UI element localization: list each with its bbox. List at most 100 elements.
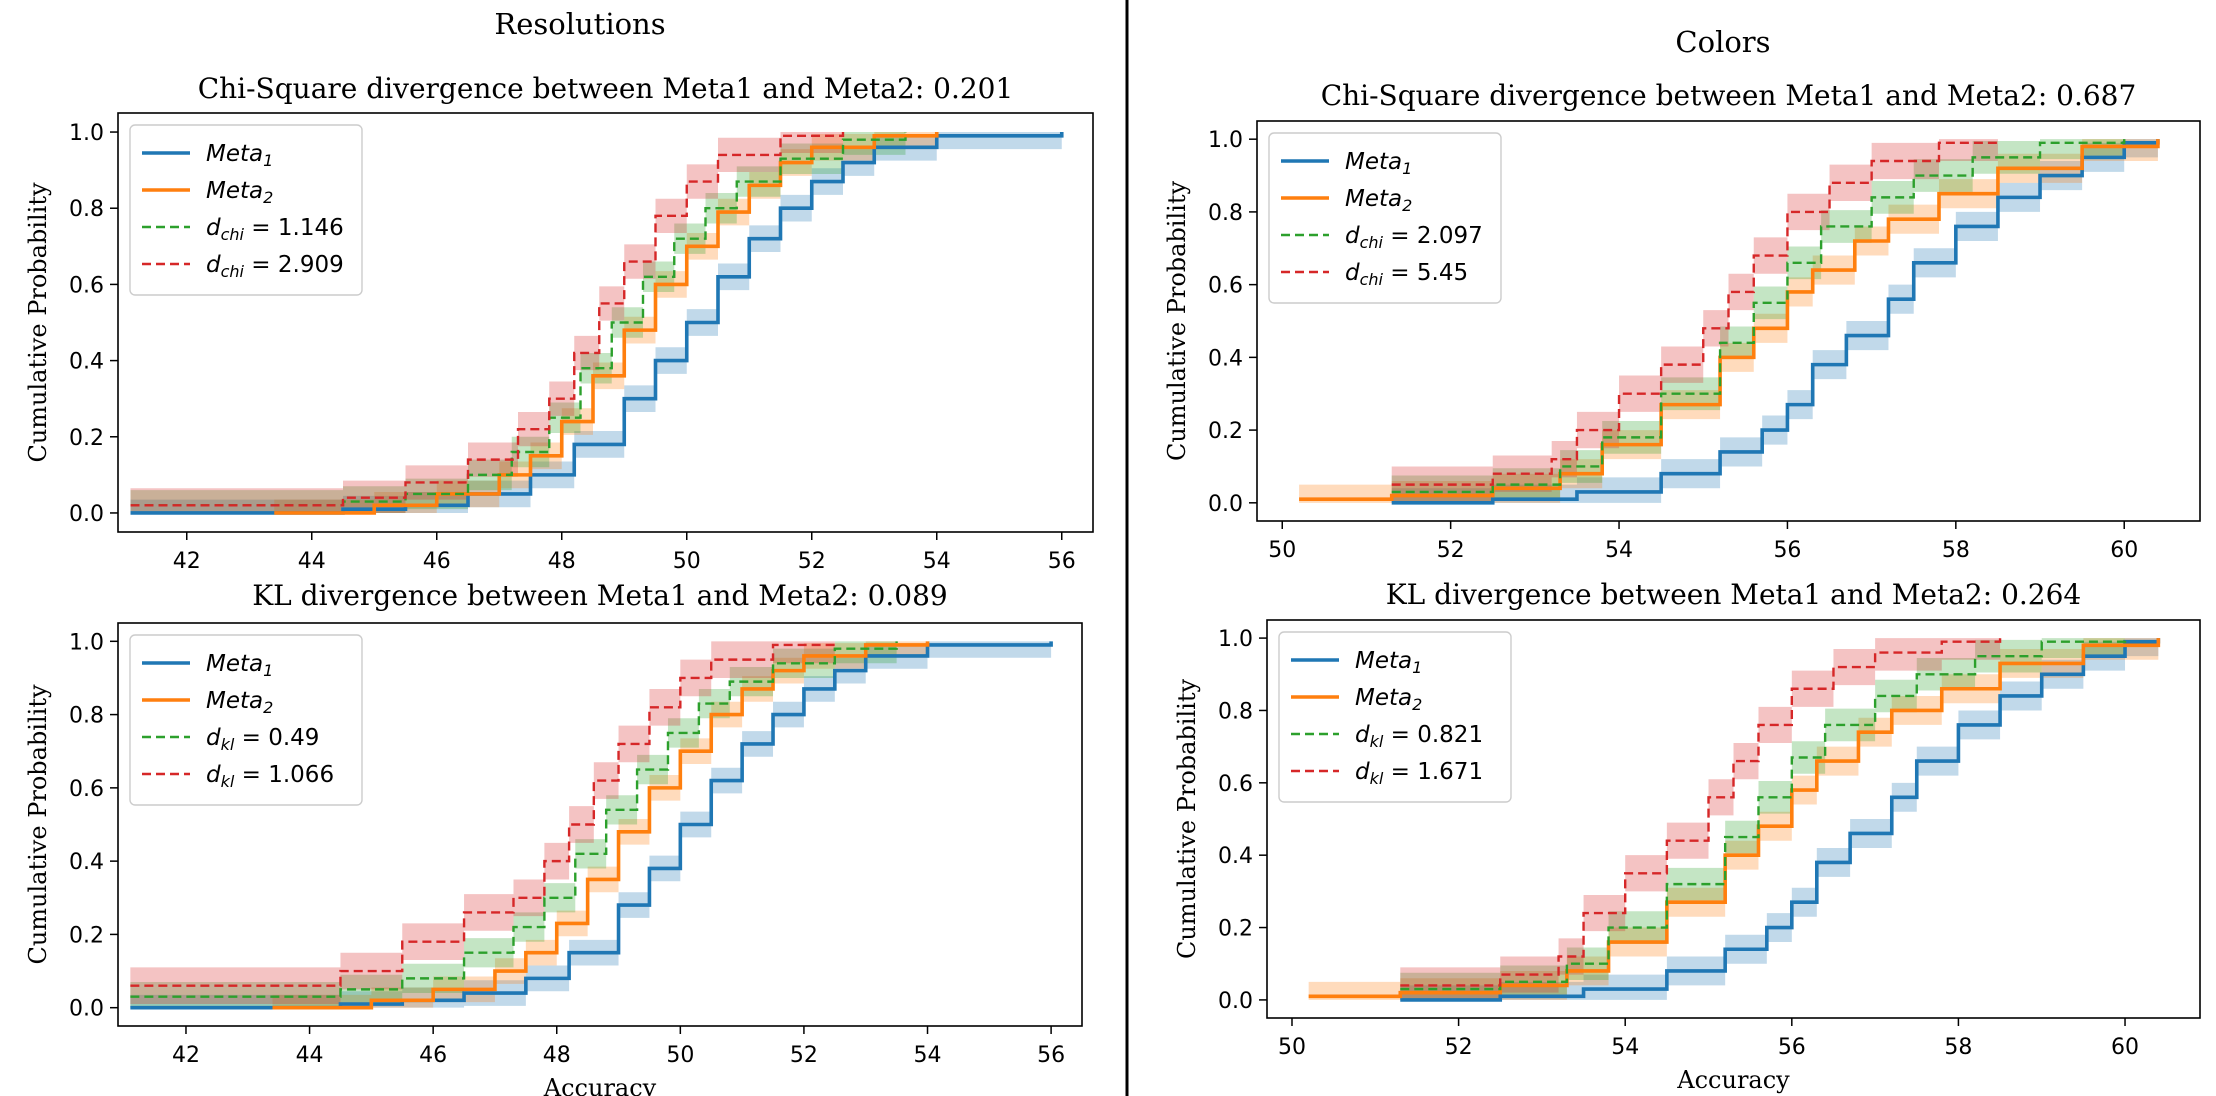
y-tick-label: 0.8 <box>69 197 104 222</box>
x-tick-label: 44 <box>296 1043 324 1068</box>
x-tick-label: 60 <box>2111 1035 2139 1060</box>
series-line-3 <box>1400 638 2127 991</box>
series-band-3 <box>130 641 897 1008</box>
chart-res-kl: KL divergence between Meta1 and Meta2: 0… <box>24 579 1083 1096</box>
series-line-2 <box>1308 638 2161 999</box>
x-axis-label: Accuracy <box>1676 1066 1790 1094</box>
y-tick-label: 1.0 <box>1218 627 1253 652</box>
legend-subscript: 2 <box>263 698 273 717</box>
legend-label-4: dkl = 1.671 <box>1355 759 1483 788</box>
legend-label-4: dkl = 1.066 <box>206 762 334 791</box>
x-tick-label: 48 <box>543 1043 571 1068</box>
x-tick-label: 54 <box>1605 538 1633 563</box>
series-band-3 <box>130 132 906 513</box>
x-tick-label: 56 <box>1778 1035 1806 1060</box>
x-tick-label: 54 <box>923 549 951 574</box>
legend-value: 0.821 <box>1417 722 1483 748</box>
x-tick-label: 56 <box>1773 538 1801 563</box>
legend-value: 1.146 <box>278 215 344 241</box>
y-tick-label: 0.0 <box>1208 492 1243 517</box>
chart-title: KL divergence between Meta1 and Meta2: 0… <box>1386 578 2081 611</box>
axes-frame <box>117 112 1094 533</box>
y-tick-label: 0.8 <box>1208 201 1243 226</box>
y-tick-label: 0.8 <box>1218 699 1253 724</box>
plot-area <box>1299 139 2160 505</box>
x-tick-label: 50 <box>1268 538 1296 563</box>
panel-heading-colors: Colors <box>1675 25 1770 59</box>
legend-name: d <box>1355 722 1370 748</box>
legend-name: d <box>206 215 221 241</box>
legend-equals: = <box>234 725 268 751</box>
y-tick-label: 0.8 <box>69 704 104 729</box>
legend-name: d <box>1345 260 1360 286</box>
x-tick-label: 48 <box>548 549 576 574</box>
y-tick-label: 0.2 <box>1218 917 1253 942</box>
legend-equals: = <box>1383 260 1417 286</box>
legend-subscript: chi <box>221 225 245 244</box>
legend-label-3: dkl = 0.821 <box>1355 722 1483 751</box>
y-tick-label: 0.4 <box>1208 346 1243 371</box>
legend-value: 1.066 <box>268 762 334 788</box>
legend-name: Meta <box>1345 149 1402 175</box>
series-line-3 <box>130 641 898 998</box>
plot-area <box>130 641 1053 1010</box>
x-tick-label: 46 <box>419 1043 447 1068</box>
legend-name: d <box>206 252 221 278</box>
legend-equals: = <box>244 252 278 278</box>
legend-subscript: 1 <box>263 661 273 680</box>
legend-label-2: Meta2 <box>1355 685 1422 714</box>
axes-frame <box>1266 619 2201 1019</box>
legend-name: Meta <box>1345 186 1402 212</box>
series-line-4 <box>1391 139 2000 486</box>
x-tick-label: 50 <box>1278 1035 1306 1060</box>
legend-equals: = <box>234 762 268 788</box>
legend-label-4: dchi = 5.45 <box>1345 260 1468 289</box>
series-line-1 <box>1391 139 2160 505</box>
series-line-1 <box>1400 638 2161 1002</box>
series-line-2 <box>272 641 930 1010</box>
legend-equals: = <box>1383 223 1417 249</box>
y-tick-label: 0.4 <box>69 350 104 375</box>
series-band-1 <box>1391 139 2158 503</box>
y-tick-label: 0.2 <box>69 426 104 451</box>
y-tick-label: 0.6 <box>69 777 104 802</box>
x-tick-label: 52 <box>790 1043 818 1068</box>
y-tick-label: 0.0 <box>69 997 104 1022</box>
series-band-4 <box>130 641 835 1005</box>
axes-frame <box>1256 120 2201 522</box>
legend-label-1: Meta1 <box>1355 648 1422 677</box>
series-line-2 <box>274 132 939 515</box>
legend-name: Meta <box>206 178 263 204</box>
y-tick-label: 0.0 <box>69 502 104 527</box>
legend-value: 1.671 <box>1417 759 1483 785</box>
legend-subscript: kl <box>1370 769 1384 788</box>
legend-equals: = <box>1383 722 1417 748</box>
chart-col-chi: Chi-Square divergence between Meta1 and … <box>1163 79 2201 563</box>
legend-box <box>1268 132 1502 304</box>
x-tick-label: 52 <box>798 549 826 574</box>
legend-box <box>129 634 363 806</box>
y-tick-label: 0.2 <box>69 923 104 948</box>
legend-subscript: 2 <box>1412 695 1422 714</box>
legend-subscript: kl <box>1370 732 1384 751</box>
x-tick-label: 56 <box>1048 549 1076 574</box>
chart-title: Chi-Square divergence between Meta1 and … <box>1321 79 2137 112</box>
chart-res-chi: Chi-Square divergence between Meta1 and … <box>24 72 1094 574</box>
y-tick-label: 0.2 <box>1208 419 1243 444</box>
legend-value: 0.49 <box>268 725 319 751</box>
y-tick-label: 0.6 <box>1218 772 1253 797</box>
x-tick-label: 58 <box>1942 538 1970 563</box>
x-tick-label: 50 <box>673 549 701 574</box>
series-line-2 <box>1299 139 2160 501</box>
x-tick-label: 54 <box>1611 1035 1639 1060</box>
x-tick-label: 60 <box>2110 538 2138 563</box>
legend-label-3: dkl = 0.49 <box>206 725 319 754</box>
x-tick-label: 52 <box>1437 538 1465 563</box>
y-tick-label: 0.4 <box>1218 844 1253 869</box>
legend-label-2: Meta2 <box>1345 186 1412 215</box>
series-band-1 <box>130 132 1062 513</box>
legend-label-2: Meta2 <box>206 688 273 717</box>
legend-equals: = <box>1383 759 1417 785</box>
